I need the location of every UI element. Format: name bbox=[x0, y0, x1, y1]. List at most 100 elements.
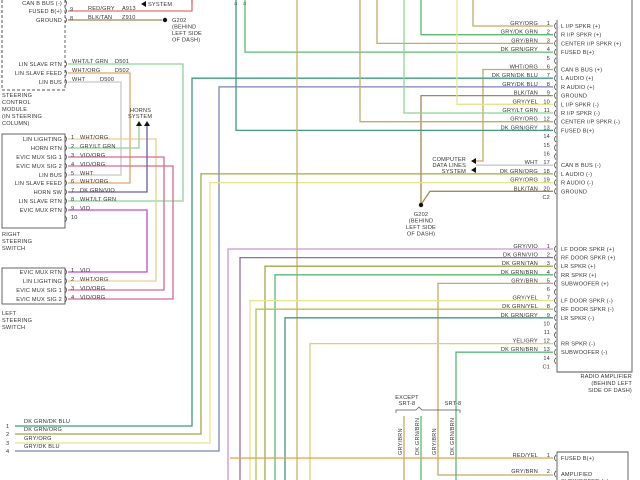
switch-pin-label: EVIC MUX SIG 1 bbox=[16, 288, 62, 294]
wire-color-label: VIO/ORG bbox=[80, 153, 105, 159]
wire-color-label: WHT/ORG bbox=[80, 135, 108, 141]
ground-label: OF DASH) bbox=[407, 232, 435, 238]
amp-pin-label: CENTER I/P SPKR (-) bbox=[561, 120, 620, 126]
connector-pin bbox=[554, 31, 557, 38]
wire-c1-9 bbox=[284, 317, 553, 480]
connector-pin bbox=[554, 280, 557, 287]
wire-color-label: WHT/LT GRN bbox=[80, 197, 116, 203]
wire-vio-org-2 bbox=[68, 165, 174, 300]
amplifier-title: (BEHIND LEFT bbox=[591, 381, 632, 387]
switch-pin-label: EVIC MUX SIG 2 bbox=[16, 164, 62, 170]
connector-pin bbox=[64, 78, 67, 86]
pin-number: 2 bbox=[71, 277, 74, 283]
ground-label: G202 bbox=[414, 212, 428, 218]
connector-pin bbox=[554, 314, 557, 322]
amp-pin-label: L I/P SPKR (-) bbox=[561, 102, 599, 108]
connector-pin bbox=[554, 74, 557, 82]
ground-label: (BEHIND bbox=[172, 25, 196, 31]
computer-data-lines-label: DATA LINES bbox=[433, 163, 467, 169]
connector-pin bbox=[64, 206, 67, 214]
switch-title: RIGHT bbox=[2, 232, 21, 238]
wire-c2-7 bbox=[15, 77, 553, 427]
connector-pin bbox=[64, 215, 67, 223]
connector-pin bbox=[64, 162, 67, 170]
pin-number: 5 bbox=[547, 56, 550, 62]
amp-pin-label: R AUDIO (-) bbox=[561, 181, 593, 187]
wire-c2-19 bbox=[15, 181, 553, 444]
switch-title: STEERING bbox=[2, 239, 32, 245]
switch-pin-label: LIN LIGHTING bbox=[23, 279, 62, 285]
wire-color-label: DK GRN/TAN bbox=[502, 261, 538, 267]
subwoofer-box bbox=[556, 451, 629, 480]
pin-number: 1 bbox=[547, 21, 550, 27]
pin-number: 5 bbox=[547, 278, 550, 284]
connector-pin bbox=[554, 144, 557, 152]
module-title: MODULE bbox=[2, 107, 27, 113]
wire-color-label: VIO/ORG bbox=[80, 295, 105, 301]
wire-color-label: DK GRN/BRN bbox=[450, 418, 456, 455]
wire-c2-6 bbox=[476, 68, 553, 162]
pin-number: 2 bbox=[71, 144, 74, 150]
arrow-icon bbox=[471, 167, 476, 173]
ground-icon bbox=[418, 202, 424, 208]
subwoofer-pin-label: AMPLIFIED bbox=[561, 472, 592, 478]
pin-number: 12 bbox=[543, 339, 550, 345]
module-pin-label: GROUND bbox=[36, 18, 62, 24]
wire-wht-org bbox=[68, 72, 131, 184]
wire-color-label: DK GRN/ORG bbox=[500, 169, 538, 175]
connector-pin bbox=[554, 323, 557, 330]
wire-color-label: GRY/LT GRN bbox=[80, 144, 116, 150]
connector-pin bbox=[64, 277, 67, 285]
circuit-id: A913 bbox=[122, 6, 136, 12]
circuit-id: Z910 bbox=[122, 15, 136, 21]
switch-pin-label: LIN BUS bbox=[39, 173, 62, 179]
module-pin-label: FUSED B(+) bbox=[29, 9, 62, 15]
connector-pin bbox=[554, 101, 557, 108]
ground-label: OF DASH) bbox=[172, 38, 200, 44]
wire-color-label: GRY/BRN bbox=[511, 469, 538, 475]
amp-pin-label: R AUDIO (+) bbox=[561, 85, 595, 91]
pin-number: 2 bbox=[547, 253, 550, 259]
connector-pin bbox=[554, 161, 557, 169]
wire-color-label: DK GRN/GRY bbox=[501, 313, 538, 319]
pin-number: 8 bbox=[547, 82, 550, 88]
wire-color-label: VIO bbox=[80, 268, 91, 274]
connector-pin bbox=[64, 179, 67, 187]
amp-pin-label: LF DOOR SPKR (-) bbox=[561, 299, 613, 305]
module-pin-label: CAN B BUS (-) bbox=[22, 1, 62, 7]
connector-pin bbox=[554, 254, 557, 261]
wire-c1-7 bbox=[249, 299, 553, 480]
wire-vio-org-1 bbox=[68, 156, 165, 291]
wire-wht bbox=[68, 81, 122, 176]
amp-pin-label: LF DOOR SPKR (+) bbox=[561, 247, 614, 253]
connector-pin bbox=[64, 144, 67, 152]
pin-number: 14 bbox=[543, 356, 550, 362]
amp-pin-label: FUSED B(+) bbox=[561, 50, 594, 56]
computer-data-lines-label: COMPUTER bbox=[432, 157, 466, 163]
wire-color-label: WHT/ORG bbox=[510, 65, 538, 71]
variant-label: SRT-8 bbox=[445, 401, 462, 407]
circuit-id: D500 bbox=[100, 77, 114, 83]
amp-pin-label: LR SPKR (+) bbox=[561, 264, 596, 270]
wire-color-label: GRY/BRN bbox=[511, 278, 538, 284]
connector-pin bbox=[64, 153, 67, 161]
switch-pin-label: LIN SLAVE FEED bbox=[15, 181, 62, 187]
pin-number: 9 bbox=[547, 91, 550, 97]
pin-number: 1 bbox=[71, 135, 74, 141]
wire-color-label: RED/YEL bbox=[513, 453, 538, 459]
connector-pin bbox=[64, 69, 67, 77]
wire-color-label: DK GRN/DK BLU bbox=[492, 73, 538, 79]
wire-color-label: DK GRN/GRY bbox=[501, 47, 538, 53]
connector-pin bbox=[554, 109, 557, 117]
switch-pin-label: EVIC MUX RTN bbox=[20, 208, 62, 214]
ground-label: G202 bbox=[172, 18, 186, 24]
pin-number: 1 bbox=[547, 244, 550, 250]
wire-color-label: GRY/ORG bbox=[24, 436, 52, 442]
pin-number: 3 bbox=[71, 153, 74, 159]
pin-number: 1 bbox=[6, 424, 9, 430]
arrow-up-icon bbox=[144, 121, 150, 126]
pin-number: 2 bbox=[6, 432, 9, 438]
connector-pin bbox=[64, 171, 67, 179]
wire-c2-18 bbox=[15, 173, 553, 435]
